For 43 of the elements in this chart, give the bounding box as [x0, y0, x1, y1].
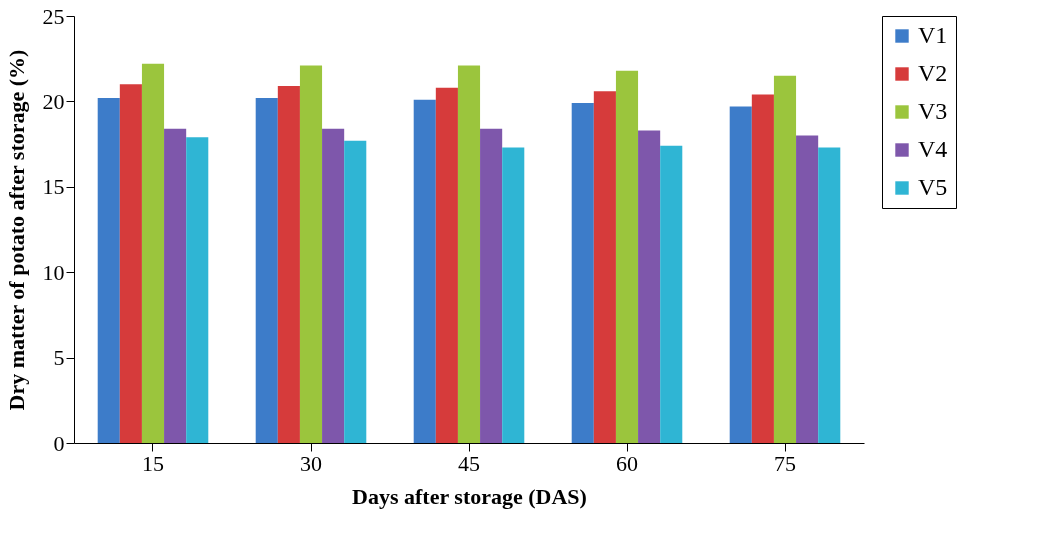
x-tick-label: 15 — [142, 450, 164, 476]
bar — [141, 63, 165, 443]
bar — [164, 128, 187, 443]
bar — [435, 87, 458, 443]
bar — [299, 65, 323, 443]
bar — [818, 147, 841, 443]
x-tick-label: 75 — [774, 450, 796, 476]
bar — [277, 86, 300, 443]
bar — [186, 137, 209, 443]
legend-label: V3 — [918, 98, 948, 124]
legend-label: V4 — [918, 136, 948, 162]
bar — [413, 99, 436, 443]
bar — [751, 94, 774, 443]
bar — [660, 145, 683, 443]
bar — [593, 91, 616, 443]
bar — [480, 128, 503, 443]
x-tick-label: 45 — [458, 450, 480, 476]
legend-label: V1 — [918, 22, 948, 48]
x-tick-label: 30 — [300, 450, 322, 476]
bar — [502, 147, 525, 443]
bar — [97, 97, 120, 443]
y-tick-label: 25 — [42, 3, 65, 29]
x-axis-title: Days after storage (DAS) — [352, 483, 587, 509]
legend-label: V2 — [918, 60, 948, 86]
bar — [119, 84, 142, 443]
bar — [571, 103, 594, 443]
y-tick-label: 10 — [42, 259, 65, 285]
bar — [729, 106, 752, 443]
bar — [457, 65, 481, 443]
bar — [638, 130, 661, 443]
y-axis-title: Dry matter of potato after storage (%) — [3, 49, 29, 411]
bar — [796, 135, 819, 443]
bar — [773, 75, 797, 443]
bar — [255, 97, 278, 443]
x-tick-label: 60 — [616, 450, 638, 476]
bar — [615, 70, 639, 443]
y-tick-label: 0 — [53, 430, 65, 456]
y-tick-label: 15 — [42, 174, 65, 200]
y-tick-label: 20 — [42, 88, 65, 114]
bar — [322, 128, 345, 443]
bar — [344, 140, 367, 443]
legend-label: V5 — [918, 174, 948, 200]
y-tick-label: 5 — [53, 345, 65, 371]
